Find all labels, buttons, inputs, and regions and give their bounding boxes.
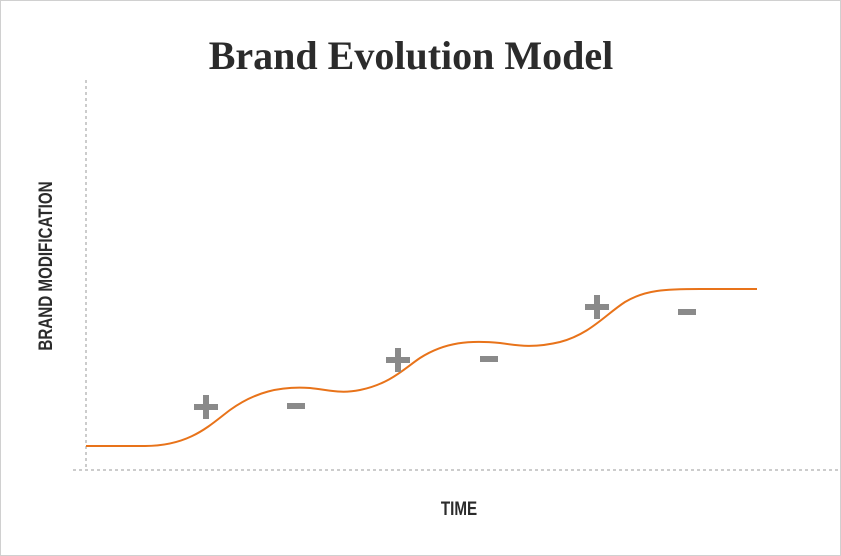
x-axis-label: TIME [441, 497, 477, 519]
plus-icon [194, 395, 218, 419]
title: Brand Evolution Model [209, 33, 614, 78]
plus-icon [585, 295, 609, 319]
evolution-curve [86, 288, 757, 447]
minus-signs [287, 309, 696, 409]
y-axis-label: BRAND MODIFICATION [34, 181, 56, 350]
plus-signs [194, 295, 609, 419]
plus-icon [386, 348, 410, 372]
